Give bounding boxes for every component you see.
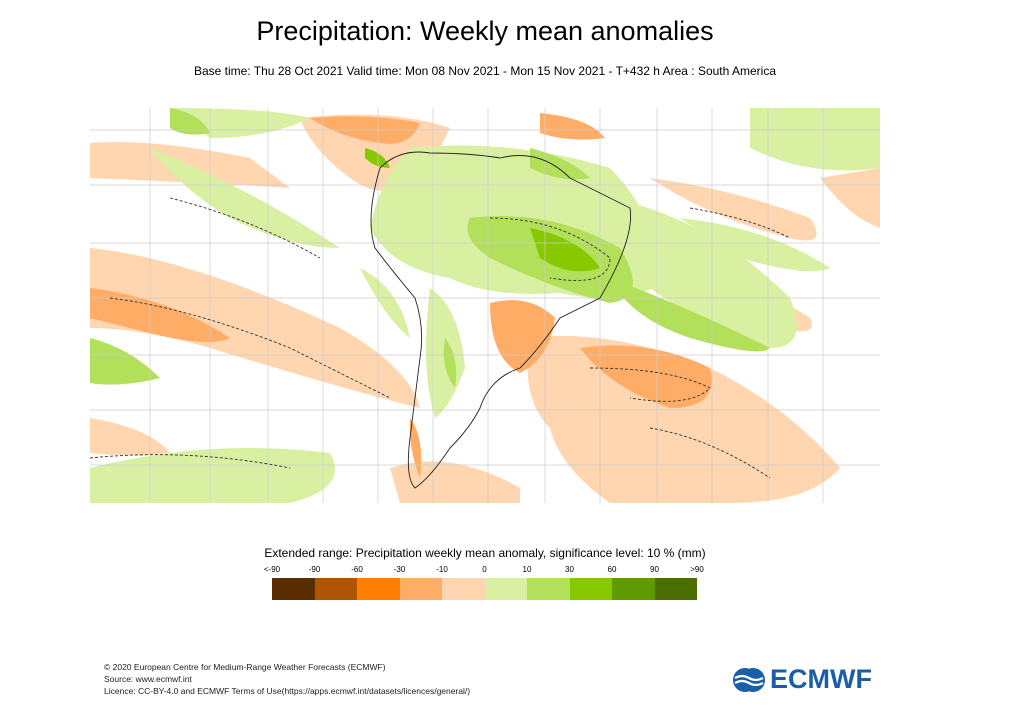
legend-color-bar xyxy=(272,578,697,600)
legend-labels: <-90 -90 -60 -30 -10 0 10 30 60 90 >90 xyxy=(264,565,704,577)
legend-swatch xyxy=(527,578,570,600)
subtitle: Base time: Thu 28 Oct 2021 Valid time: M… xyxy=(194,64,776,78)
legend-swatch xyxy=(399,578,442,600)
copyright-text: © 2020 European Centre for Medium-Range … xyxy=(104,662,386,672)
grid-lines xyxy=(90,108,880,503)
south-america-coastline xyxy=(370,151,632,489)
ecmwf-logo-icon xyxy=(733,667,765,692)
source-text: Source: www.ecmwf.int xyxy=(104,674,192,684)
ecmwf-logo: ECMWF xyxy=(732,664,872,695)
legend-label: 10 xyxy=(522,565,532,574)
significance-contours xyxy=(90,197,791,479)
legend-label: 0 xyxy=(482,565,487,574)
legend-title: Extended range: Precipitation weekly mea… xyxy=(264,546,706,560)
legend-label: -60 xyxy=(351,565,363,574)
legend-label: 90 xyxy=(650,565,659,574)
legend-swatch xyxy=(484,578,527,600)
page-title: Precipitation: Weekly mean anomalies xyxy=(256,16,714,46)
legend-label: -30 xyxy=(393,565,406,574)
licence-text: Licence: CC-BY-4.0 and ECMWF Terms of Us… xyxy=(104,686,471,696)
positive-anomaly-strong xyxy=(365,148,600,272)
legend-swatch xyxy=(442,578,485,600)
legend-label: >90 xyxy=(690,565,704,574)
legend-label: <-90 xyxy=(263,565,281,574)
legend-swatch xyxy=(612,578,655,600)
legend-label: 30 xyxy=(565,565,574,574)
legend-swatch xyxy=(357,578,400,600)
legend-label: -90 xyxy=(308,565,321,574)
legend-swatch xyxy=(569,578,612,600)
legend-label: 60 xyxy=(607,565,617,574)
precipitation-anomaly-map xyxy=(90,108,880,503)
legend-swatch xyxy=(272,578,315,600)
legend-label: -10 xyxy=(436,565,448,574)
legend-swatch xyxy=(654,578,697,600)
footer: © 2020 European Centre for Medium-Range … xyxy=(104,661,470,697)
legend-swatch xyxy=(314,578,357,600)
ecmwf-logo-text: ECMWF xyxy=(770,664,872,694)
